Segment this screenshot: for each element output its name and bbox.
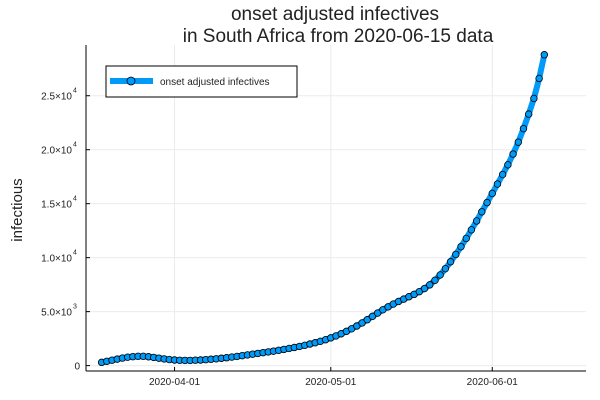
- data-point: [358, 319, 366, 327]
- series-line: [98, 51, 548, 366]
- legend-marker-swatch: [126, 76, 136, 86]
- data-point: [457, 242, 465, 251]
- y-tick-exponent: 4: [73, 142, 77, 149]
- data-point: [472, 217, 481, 225]
- data-point: [467, 226, 476, 234]
- legend: onset adjusted infectives: [105, 65, 298, 98]
- data-point: [478, 208, 486, 216]
- y-tick-exponent: 4: [73, 88, 77, 95]
- x-tick-label: 2020-05-01: [305, 377, 357, 388]
- data-point: [436, 271, 444, 279]
- y-tick-exponent: 4: [73, 250, 77, 257]
- data-point: [431, 276, 439, 285]
- data-point: [525, 110, 533, 118]
- y-tick-label: 1.5×10: [41, 200, 72, 211]
- x-tick-label: 2020-04-01: [149, 377, 201, 388]
- chart-title: onset adjusted infectives in South Afric…: [183, 4, 494, 47]
- y-tick-label: 0: [74, 362, 80, 373]
- data-point: [373, 309, 382, 317]
- data-point: [535, 74, 543, 83]
- data-point: [488, 189, 496, 198]
- data-point: [483, 198, 491, 207]
- data-point: [462, 234, 470, 243]
- data-point: [368, 312, 377, 321]
- y-tick-label: 1.0×10: [41, 254, 72, 265]
- y-tick-label: 5.0×10: [41, 308, 72, 319]
- data-point: [498, 170, 507, 179]
- y-tick-label: 2.0×10: [41, 146, 72, 157]
- x-tick-label: 2020-06-01: [467, 377, 519, 388]
- legend-label: onset adjusted infectives: [160, 77, 270, 88]
- data-point: [363, 316, 371, 324]
- data-point: [504, 161, 512, 169]
- data-point: [426, 281, 434, 289]
- data-point: [452, 250, 460, 259]
- chart-title-line-1: onset adjusted infectives: [231, 4, 439, 25]
- grid: [86, 45, 586, 371]
- data-point: [441, 264, 450, 273]
- y-axis-label: infectious: [9, 178, 26, 241]
- data-point: [514, 138, 522, 146]
- data-point: [509, 150, 517, 158]
- data-point: [530, 94, 538, 103]
- y-tick-exponent: 4: [73, 196, 77, 203]
- series-onset-adjusted-infectives: [97, 51, 549, 367]
- data-point: [420, 284, 429, 293]
- axes: [85, 45, 586, 372]
- data-point: [493, 180, 502, 188]
- data-point: [540, 51, 549, 59]
- data-point: [446, 258, 455, 266]
- chart-title-line-2: in South Africa from 2020-06-15 data: [183, 26, 494, 47]
- x-axis-ticks: 2020-04-01 2020-05-01 2020-06-01: [149, 367, 518, 388]
- y-tick-exponent: 3: [73, 304, 77, 311]
- y-tick-label: 2.5×10: [41, 92, 72, 103]
- data-point: [519, 124, 528, 133]
